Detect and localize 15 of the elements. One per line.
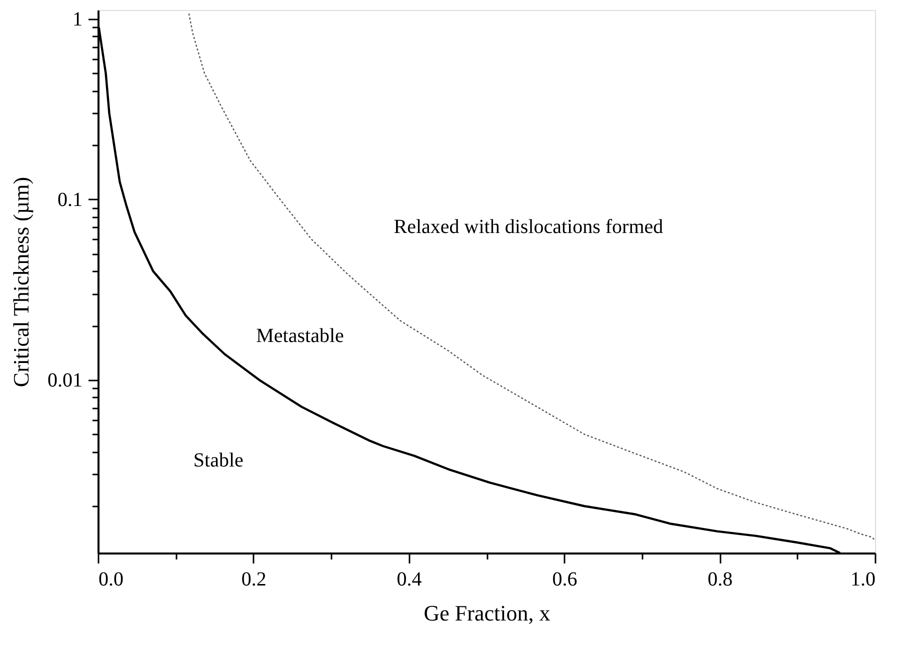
x-tick-label: 1.0 xyxy=(850,568,876,590)
y-axis-title: Critical Thickness (µm) xyxy=(8,176,34,388)
y-tick-label: 0.01 xyxy=(48,369,82,392)
y-tick-label: 1 xyxy=(72,8,82,30)
x-tick-label: 0.2 xyxy=(241,568,266,590)
annotation: Metastable xyxy=(256,324,344,347)
x-tick-label: 0.0 xyxy=(98,568,124,590)
x-tick-label: 0.6 xyxy=(552,568,578,590)
x-tick-label: 0.4 xyxy=(396,568,422,590)
annotation: Relaxed with dislocations formed xyxy=(394,216,664,238)
x-tick-label: 0.8 xyxy=(708,568,733,590)
annotation: Stable xyxy=(193,450,244,472)
line-series xyxy=(188,12,875,540)
x-axis-title: Ge Fraction, x xyxy=(424,600,550,626)
y-tick-label: 0.1 xyxy=(58,188,82,211)
